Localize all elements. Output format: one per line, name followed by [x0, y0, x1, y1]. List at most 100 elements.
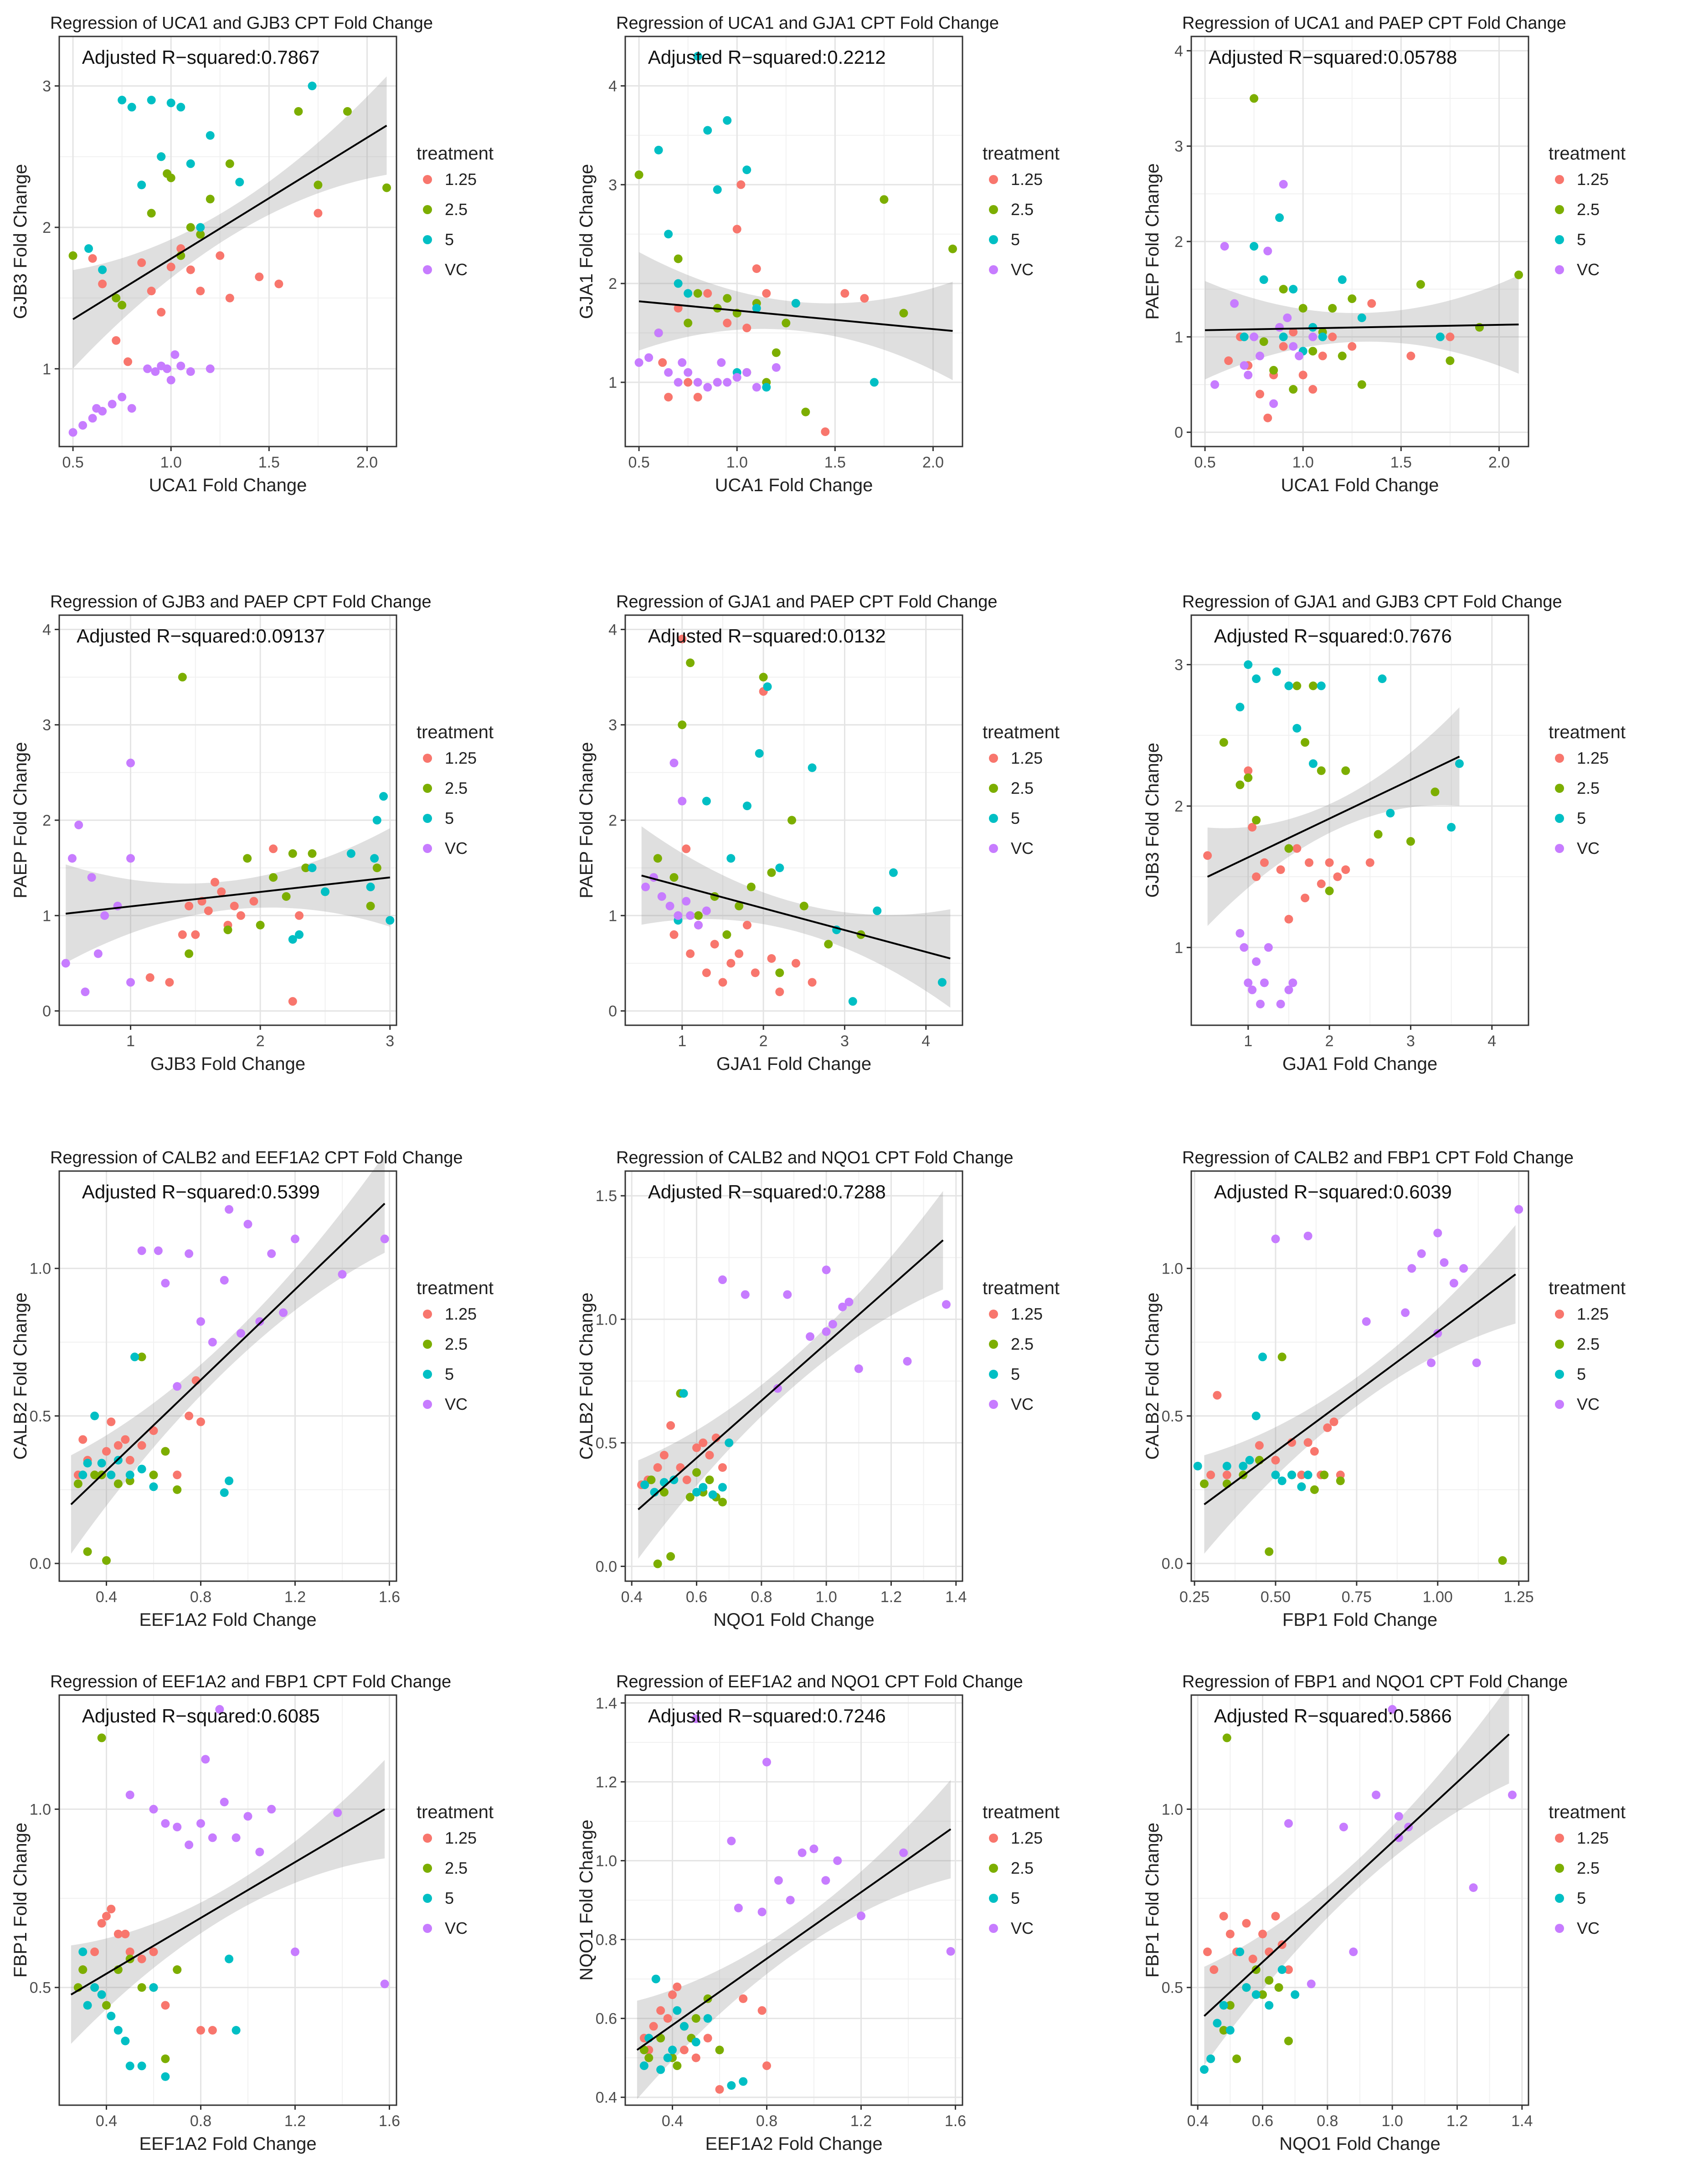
point-vc	[786, 1896, 795, 1905]
legend-label: 1.25	[445, 749, 477, 767]
point-5	[1378, 674, 1387, 683]
r-squared-annotation: Adjusted R−squared:0.6039	[1214, 1181, 1452, 1202]
legend-label: 5	[1011, 1365, 1020, 1383]
point-vc	[1283, 313, 1292, 322]
point-5	[664, 230, 673, 239]
legend-label: 1.25	[1577, 749, 1609, 767]
y-axis-label: FBP1 Fold Change	[10, 1823, 31, 1978]
point-2_5	[722, 930, 731, 939]
x-tick-label: 2.0	[922, 454, 944, 471]
point-1_25	[1303, 1438, 1312, 1447]
legend-swatch	[1555, 814, 1564, 823]
point-2_5	[1317, 766, 1326, 775]
chart-panel: Regression of UCA1 and GJB3 CPT Fold Cha…	[9, 0, 547, 524]
point-vc	[98, 406, 107, 416]
point-5	[206, 131, 215, 140]
point-vc	[806, 1332, 815, 1341]
point-1_25	[1271, 1912, 1280, 1921]
point-1_25	[791, 959, 800, 968]
legend-label: 1.25	[1011, 170, 1043, 189]
point-1_25	[653, 1463, 662, 1472]
plot-area	[1191, 615, 1528, 1025]
point-1_25	[1318, 351, 1327, 360]
point-5	[1250, 242, 1259, 251]
point-1_25	[113, 1441, 123, 1450]
point-5	[370, 854, 379, 863]
y-axis-label: CALB2 Fold Change	[576, 1293, 597, 1460]
point-1_25	[1219, 1912, 1228, 1921]
point-2_5	[1199, 1479, 1209, 1488]
point-1_25	[157, 308, 166, 317]
point-2_5	[775, 968, 784, 977]
point-1_25	[88, 254, 97, 263]
point-1_25	[107, 1905, 116, 1914]
x-tick-label: 0.5	[628, 454, 649, 471]
legend-title: treatment	[983, 144, 1060, 164]
chart-svg: 0.4 0.8 1.2 1.6 0.0 0.5 1.0 Adjusted R−squared:…	[10, 1154, 494, 1630]
chart-title: Regression of GJB3 and PAEP CPT Fold Cha…	[50, 592, 432, 612]
point-vc	[380, 1234, 389, 1244]
point-2_5	[1406, 837, 1415, 846]
regression-line	[638, 300, 953, 332]
point-5	[651, 1974, 660, 1984]
point-2_5	[1252, 816, 1261, 825]
point-5	[149, 1482, 158, 1491]
point-vc	[151, 367, 160, 376]
point-1_25	[124, 357, 133, 366]
point-vc	[208, 1833, 217, 1842]
point-vc	[173, 1382, 182, 1391]
point-vc	[166, 375, 175, 385]
point-1_25	[1323, 1423, 1332, 1432]
point-vc	[1276, 999, 1285, 1008]
point-1_25	[669, 930, 679, 939]
x-tick-label: 1.6	[379, 1588, 400, 1606]
point-1_25	[691, 2053, 700, 2062]
plot-area	[59, 1695, 396, 2105]
legend-label: 1.25	[1011, 1305, 1043, 1323]
point-1_25	[715, 2085, 724, 2094]
point-1_25	[90, 1947, 99, 1956]
point-vc	[732, 373, 741, 382]
point-vc	[833, 1856, 842, 1865]
point-5	[692, 1488, 701, 1497]
chart-panel: Regression of CALB2 and FBP1 CPT Fold Ch…	[1141, 1135, 1679, 1659]
point-vc	[1433, 1228, 1442, 1238]
point-vc	[380, 1979, 389, 1989]
point-2_5	[137, 1352, 146, 1362]
point-5	[703, 2014, 712, 2023]
point-5	[725, 1438, 734, 1447]
point-5	[848, 997, 857, 1006]
x-tick-label: 0.6	[1252, 2112, 1273, 2130]
legend-swatch	[423, 235, 432, 244]
y-tick-label: 4	[1174, 42, 1183, 60]
point-1_25	[185, 1411, 194, 1420]
point-1_25	[196, 2026, 205, 2035]
point-2_5	[1274, 1983, 1283, 1992]
point-5	[1244, 660, 1253, 669]
point-1_25	[225, 293, 234, 303]
point-vc	[1271, 1234, 1280, 1244]
chart-panel: Regression of UCA1 and GJA1 CPT Fold Cha…	[575, 0, 1113, 524]
x-axis-label: UCA1 Fold Change	[149, 475, 307, 495]
chart-title: Regression of GJA1 and PAEP CPT Fold Cha…	[616, 592, 998, 612]
point-1_25	[649, 2022, 658, 2031]
point-1_25	[668, 1990, 677, 1999]
point-vc	[1427, 1358, 1436, 1367]
y-tick-label: 3	[42, 78, 51, 95]
point-1_25	[1206, 1470, 1215, 1480]
legend-title: treatment	[983, 1802, 1060, 1822]
point-2_5	[90, 1470, 99, 1480]
point-1_25	[161, 2001, 170, 2010]
point-5	[639, 2061, 648, 2070]
point-1_25	[686, 949, 695, 958]
point-2_5	[686, 658, 695, 668]
point-2_5	[1219, 2026, 1228, 2035]
point-1_25	[186, 265, 195, 274]
point-vc	[279, 1308, 288, 1317]
legend-label: 2.5	[445, 200, 468, 219]
point-5	[107, 1470, 116, 1480]
point-vc	[176, 361, 185, 370]
point-2_5	[1446, 356, 1455, 365]
point-2_5	[1250, 94, 1259, 103]
y-tick-label: 1.5	[596, 1187, 617, 1205]
